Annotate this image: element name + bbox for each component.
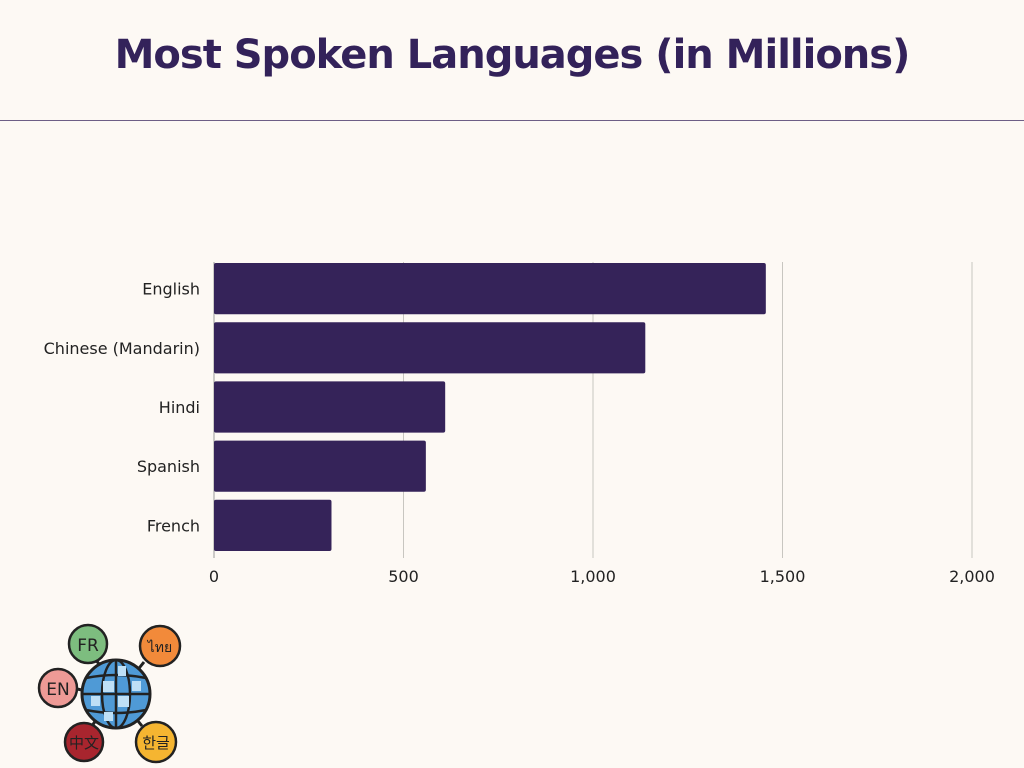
svg-text:FR: FR <box>77 636 99 656</box>
category-label: Chinese (Mandarin) <box>44 339 200 358</box>
bars <box>214 263 766 551</box>
bubble-fr: FR <box>67 623 109 665</box>
x-tick-label: 500 <box>388 567 419 586</box>
category-label: Spanish <box>137 457 200 476</box>
bubble-ko: 한글 <box>134 720 178 764</box>
x-tick-label: 2,000 <box>949 567 995 586</box>
svg-text:EN: EN <box>46 680 69 700</box>
title-divider <box>0 120 1024 121</box>
globe-speech-bubbles-icon: FR ไทย EN 中文 한글 <box>37 623 182 764</box>
x-tick-label: 1,500 <box>760 567 806 586</box>
bar-chart: English Chinese (Mandarin) Hindi Spanish Fre… <box>44 262 995 586</box>
bar <box>214 440 426 492</box>
bubble-zh: 中文 <box>63 721 105 763</box>
x-axis-tick-labels: 0 500 1,000 1,500 2,000 <box>209 567 995 586</box>
category-labels: English Chinese (Mandarin) Hindi Spanish Fre… <box>44 280 200 536</box>
svg-text:ไทย: ไทย <box>147 639 172 656</box>
bar <box>214 322 646 374</box>
bar <box>214 263 766 315</box>
category-label: Hindi <box>159 398 200 417</box>
bubble-thai: ไทย <box>138 624 182 668</box>
category-label: French <box>147 516 200 535</box>
bar <box>214 381 446 433</box>
x-tick-label: 0 <box>209 567 219 586</box>
page-title: Most Spoken Languages (in Millions) <box>114 32 911 78</box>
bar <box>214 499 332 551</box>
svg-text:한글: 한글 <box>142 734 170 752</box>
svg-text:中文: 中文 <box>69 734 99 752</box>
category-label: English <box>142 280 200 299</box>
bubble-en: EN <box>37 667 79 709</box>
x-tick-label: 1,000 <box>570 567 616 586</box>
